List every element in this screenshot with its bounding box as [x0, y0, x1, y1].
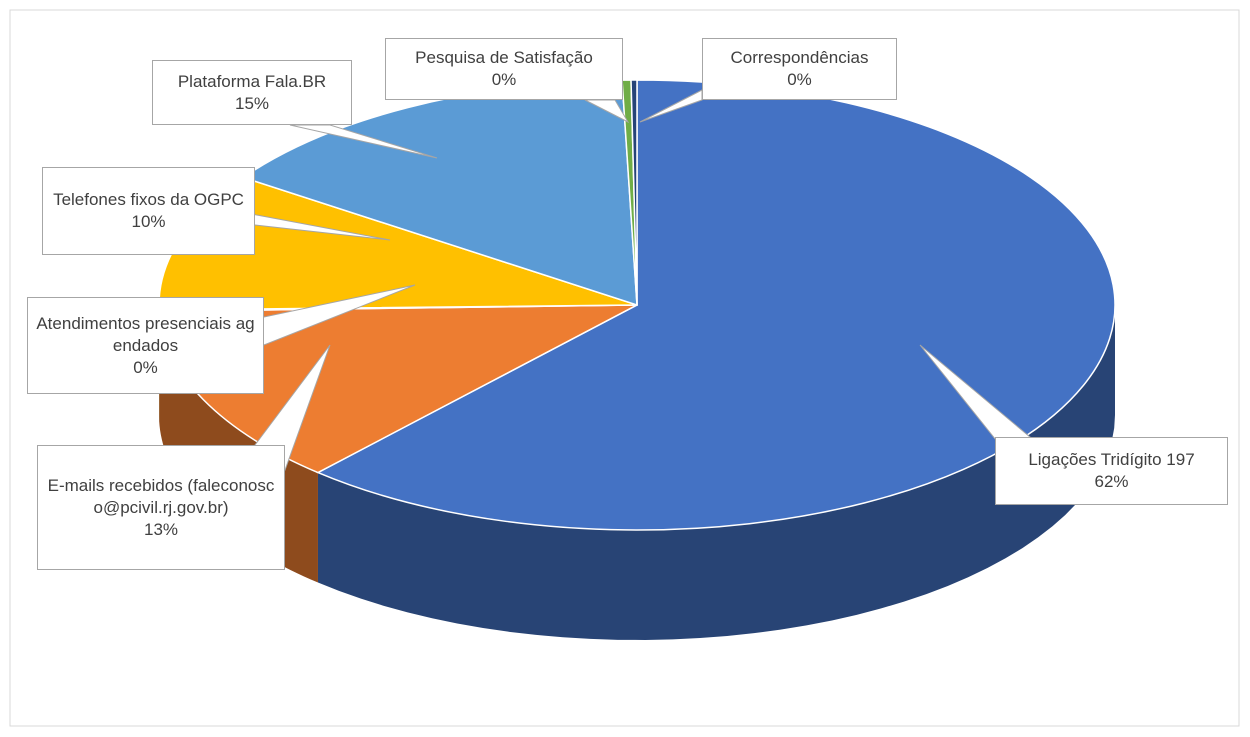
slice [630, 79, 638, 306]
data-label: Plataforma Fala.BR 15% [152, 60, 352, 125]
label-name: Telefones fixos da OGPC [53, 190, 244, 209]
label-value: 0% [491, 70, 517, 89]
label-name: E-mails recebidos (faleconosco@pcivil.rj… [47, 475, 275, 517]
label-pointer [584, 99, 630, 124]
data-label: Ligações Tridígito 197 62% [995, 437, 1228, 505]
label-pointer [289, 124, 438, 159]
label-name: Atendimentos presenciais agendados [36, 313, 255, 355]
data-label: Pesquisa de Satisfação 0% [385, 38, 623, 100]
slice-side [317, 305, 1115, 640]
slice [316, 79, 1116, 531]
label-name: Pesquisa de Satisfação [415, 48, 593, 67]
label-name: Correspondências [730, 48, 869, 67]
data-label: Correspondências 0% [702, 38, 897, 100]
label-value: 15% [234, 93, 270, 113]
label-value: 62% [1094, 472, 1129, 491]
label-value: 0% [787, 70, 812, 89]
data-label: E-mails recebidos (faleconosco@pcivil.rj… [37, 445, 285, 570]
label-value: 0% [133, 357, 158, 377]
label-name: Ligações Tridígito 197 [1028, 450, 1195, 469]
label-name: Plataforma Fala.BR [177, 71, 327, 91]
data-label: Atendimentos presenciais agendados 0% [27, 297, 264, 394]
label-value: 10% [131, 212, 166, 231]
label-value: 13% [143, 519, 179, 539]
data-label: Telefones fixos da OGPC 10% [42, 167, 255, 255]
